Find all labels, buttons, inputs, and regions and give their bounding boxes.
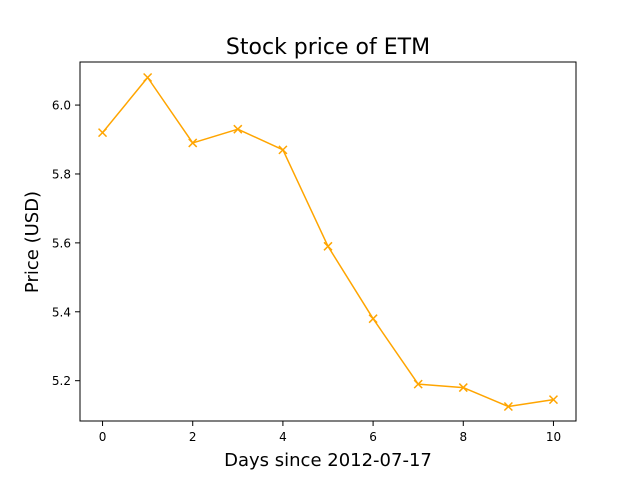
- marker-stroke: [548, 395, 558, 405]
- data-point-marker: [548, 395, 558, 405]
- data-point-marker: [143, 72, 153, 83]
- marker-stroke: [413, 379, 423, 389]
- x-axis: 0 2 4 6 8 10: [99, 421, 561, 444]
- y-tick-label: 6.0: [52, 99, 71, 113]
- y-tick-label: 5.4: [52, 305, 71, 319]
- marker-stroke: [98, 128, 108, 138]
- x-tick-label: 4: [279, 430, 287, 444]
- y-axis: 5.2 5.4 5.6 5.8 6.0: [52, 99, 80, 388]
- x-tick-label: 2: [189, 430, 197, 444]
- y-tick-label: 5.6: [52, 236, 71, 250]
- data-point-marker: [278, 145, 288, 155]
- x-axis-label: Days since 2012-07-17: [224, 450, 432, 471]
- x-tick-label: 10: [546, 430, 561, 444]
- x-tick-label: 0: [99, 430, 107, 444]
- data-point-marker: [503, 401, 513, 412]
- y-tick-label: 5.2: [52, 374, 71, 388]
- marker-stroke: [503, 401, 513, 412]
- marker-stroke: [278, 145, 288, 155]
- data-point-marker: [98, 128, 108, 138]
- series-line: [101, 76, 554, 408]
- plot-frame: [79, 61, 577, 422]
- x-tick-label: 8: [459, 430, 467, 444]
- y-tick-label: 5.8: [52, 167, 71, 181]
- x-tick-label: 6: [369, 430, 377, 444]
- y-axis-label: Price (USD): [22, 191, 43, 293]
- marker-stroke: [188, 138, 198, 148]
- chart-title: Stock price of ETM: [226, 35, 430, 60]
- data-point-marker: [233, 124, 243, 134]
- series-layer: [98, 72, 558, 412]
- marker-stroke: [323, 241, 333, 251]
- marker-stroke: [368, 314, 378, 324]
- data-point-marker: [368, 314, 378, 324]
- data-point-marker: [458, 383, 468, 393]
- data-point-marker: [413, 379, 423, 389]
- data-point-marker: [188, 138, 198, 148]
- marker-stroke: [233, 124, 243, 134]
- data-point-marker: [323, 241, 333, 251]
- marker-stroke: [143, 72, 153, 83]
- marker-stroke: [458, 383, 468, 393]
